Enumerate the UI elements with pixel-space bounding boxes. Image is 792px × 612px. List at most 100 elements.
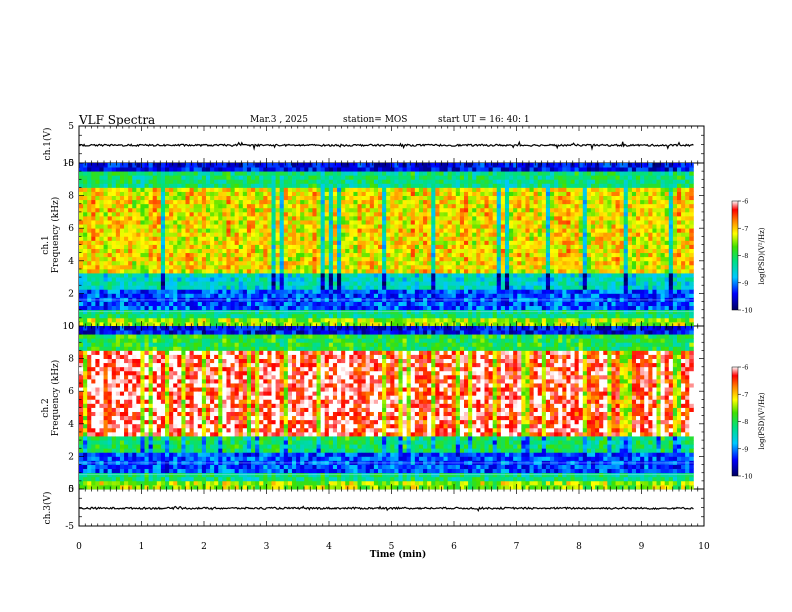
spectrogram-cell — [451, 309, 457, 315]
spectrogram-cell — [234, 232, 240, 237]
spectrogram-cell — [586, 281, 592, 286]
spectrogram-cell — [582, 171, 588, 176]
spectrogram-cell — [201, 220, 207, 225]
spectrogram-cell — [582, 195, 588, 201]
spectrogram-cell — [181, 309, 186, 315]
spectrogram-cell — [291, 191, 297, 197]
spectrogram-cell — [435, 309, 440, 315]
spectrogram-cell — [545, 268, 551, 274]
spectrogram-cell — [447, 187, 453, 192]
spectrogram-cell — [455, 301, 461, 307]
spectrogram-cell — [570, 207, 575, 213]
spectrogram-cell — [119, 248, 125, 254]
spectrogram-cell — [128, 305, 133, 311]
spectrogram-cell — [193, 252, 199, 258]
spectrogram-cell — [181, 260, 186, 266]
spectrogram-cell — [87, 301, 92, 307]
spectrogram-cell — [414, 179, 420, 184]
spectrogram-cell — [132, 321, 137, 327]
spectrogram-cell — [226, 191, 231, 197]
spectrogram-cell — [468, 207, 473, 213]
spectrogram-cell — [128, 281, 133, 286]
spectrogram-cell — [296, 199, 301, 205]
spectrogram-cell — [214, 277, 219, 282]
spectrogram-cell — [394, 167, 399, 172]
spectrogram-cell — [91, 321, 96, 327]
spectrogram-cell — [550, 215, 555, 221]
spectrogram-cell — [459, 313, 465, 319]
spectrogram-cell — [418, 273, 424, 278]
spectrogram-cell — [521, 260, 526, 266]
spectrogram-cell — [566, 228, 571, 233]
spectrogram-cell — [160, 244, 166, 249]
spectrogram-cell — [468, 277, 473, 282]
spectrogram-cell — [369, 191, 375, 197]
spectrogram-cell — [308, 175, 313, 180]
spectrogram-cell — [111, 289, 117, 294]
spectrogram-cell — [160, 313, 166, 319]
spectrogram-cell — [210, 171, 215, 176]
spectrogram-cell — [398, 305, 403, 311]
spectrogram-cell — [464, 179, 469, 184]
spectrogram-cell — [513, 207, 518, 213]
spectrogram-cell — [529, 240, 535, 245]
spectrogram-cell — [275, 224, 281, 229]
spectrogram-cell — [169, 256, 174, 262]
spectrogram-cell — [386, 224, 391, 229]
spectrogram-cell — [402, 313, 408, 319]
spectrogram-cell — [132, 175, 137, 180]
spectrogram-cell — [410, 289, 416, 294]
spectrogram-cell — [349, 220, 354, 225]
spectrogram-cell — [443, 240, 449, 245]
spectrogram-cell — [95, 179, 100, 184]
spectrogram-cell — [242, 191, 248, 197]
spectrogram-cell — [390, 224, 395, 229]
spectrogram-cell — [165, 305, 170, 311]
spectrogram-cell — [152, 289, 158, 294]
spectrogram-cell — [550, 313, 555, 319]
spectrogram-cell — [144, 248, 150, 254]
spectrogram-cell — [459, 215, 465, 221]
spectrogram-cell — [373, 211, 379, 217]
spectrogram-cell — [521, 285, 526, 290]
spectrogram-cell — [119, 187, 125, 192]
spectrogram-cell — [275, 179, 281, 184]
spectrogram-cell — [402, 256, 408, 262]
spectrogram-cell — [251, 305, 256, 311]
spectrogram-cell — [500, 203, 506, 209]
spectrogram-cell — [156, 228, 162, 233]
spectrogram-cell — [378, 236, 383, 241]
spectrogram-cell — [91, 220, 96, 225]
spectrogram-cell — [550, 252, 555, 258]
spectrogram-cell — [201, 195, 207, 201]
spectrogram-cell — [267, 167, 272, 172]
spectrogram-cell — [218, 224, 223, 229]
spectrogram-cell — [451, 248, 457, 254]
spectrogram-cell — [570, 195, 575, 201]
spectrogram-cell — [476, 285, 481, 290]
spectrogram-cell — [484, 301, 489, 307]
spectrogram-cell — [287, 309, 293, 315]
spectrogram-cell — [140, 163, 145, 168]
spectrogram-cell — [533, 179, 539, 184]
spectrogram-cell — [83, 264, 88, 270]
spectrogram-cell — [484, 240, 489, 245]
spectrogram-cell — [488, 175, 494, 180]
spectrogram-cell — [79, 195, 84, 201]
spectrogram-cell — [353, 252, 358, 258]
spectrogram-cell — [283, 167, 289, 172]
spectrogram-cell — [115, 260, 121, 266]
spectrogram-cell — [414, 175, 420, 180]
spectrogram-cell — [95, 260, 100, 266]
spectrogram-cell — [197, 224, 203, 229]
spectrogram-cell — [578, 220, 584, 225]
spectrogram-cell — [558, 281, 563, 286]
spectrogram-cell — [79, 215, 84, 221]
spectrogram-cell — [242, 236, 248, 241]
spectrogram-cell — [386, 236, 391, 241]
spectrogram-cell — [410, 264, 416, 270]
spectrogram-cell — [320, 293, 326, 298]
spectrogram-cell — [79, 179, 84, 184]
spectrogram-cell — [566, 305, 571, 311]
spectrogram-cell — [193, 183, 199, 188]
